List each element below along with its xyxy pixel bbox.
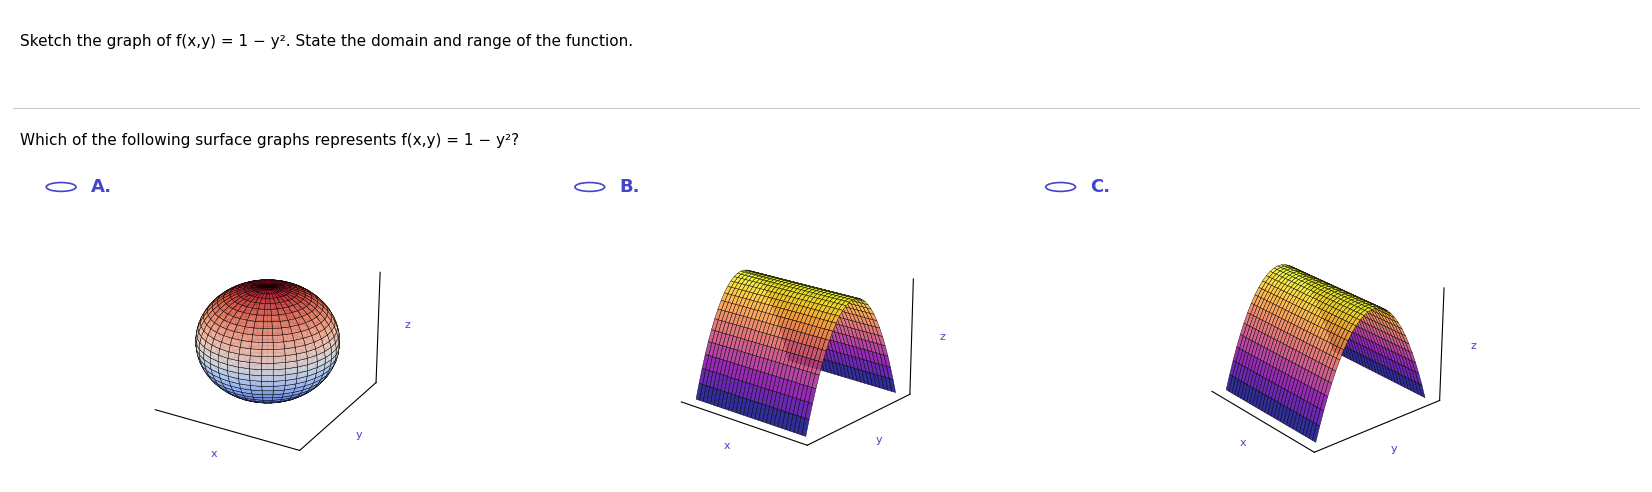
Text: A.: A.	[91, 178, 112, 196]
Y-axis label: y: y	[876, 435, 882, 445]
Text: C.: C.	[1090, 178, 1110, 196]
Text: Which of the following surface graphs represents f(x,y) = 1 − y²?: Which of the following surface graphs re…	[20, 133, 519, 148]
Y-axis label: y: y	[1391, 444, 1398, 454]
Text: B.: B.	[620, 178, 639, 196]
Text: Sketch the graph of f(x,y) = 1 − y². State the domain and range of the function.: Sketch the graph of f(x,y) = 1 − y². Sta…	[20, 34, 633, 49]
X-axis label: x: x	[1241, 437, 1247, 448]
X-axis label: x: x	[210, 449, 216, 460]
X-axis label: x: x	[724, 441, 730, 451]
Y-axis label: y: y	[357, 430, 363, 440]
